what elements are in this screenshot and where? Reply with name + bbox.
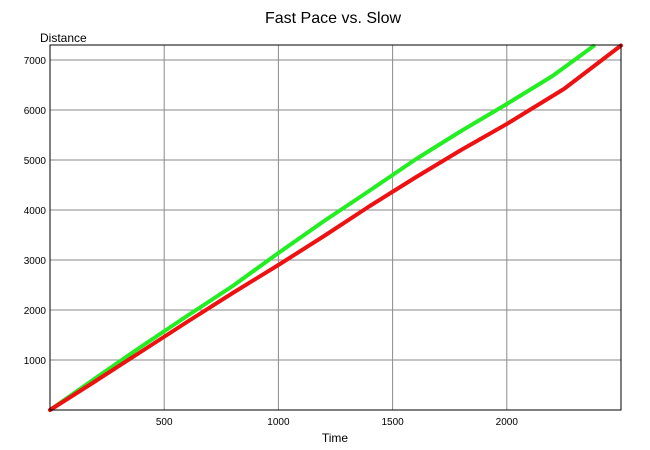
series-2-point [276, 263, 280, 267]
x-axis-label: Time [322, 431, 349, 445]
series-1-point [550, 74, 554, 78]
series-2-point [139, 350, 143, 353]
series-2-point [185, 320, 189, 324]
series-1-point [322, 219, 326, 223]
series-1-point [231, 284, 235, 288]
series-2-point [368, 204, 372, 208]
x-tick-label: 2000 [496, 417, 519, 428]
series-1-point [459, 129, 463, 133]
series-1-point [368, 189, 372, 192]
y-tick-label: 2000 [24, 306, 47, 317]
y-tick-label: 1000 [24, 356, 47, 367]
tick-labels: 500 1000 1500 2000 1000 2000 3000 4000 5000 6000 7… [24, 56, 519, 428]
y-tick-label: 6000 [24, 106, 47, 117]
plot-frame [49, 44, 622, 411]
x-tick-label: 500 [156, 417, 173, 428]
series-2-point [562, 87, 566, 91]
series-1-point [413, 158, 417, 161]
series-1-point [505, 102, 509, 106]
series-2-point [459, 148, 463, 152]
series-2-point [322, 234, 326, 238]
y-tick-label: 5000 [24, 156, 47, 167]
series-lines [48, 43, 623, 412]
series-2-point [505, 122, 509, 126]
series-1-point [185, 314, 189, 318]
x-tick-label: 1000 [267, 417, 290, 428]
chart-title: Fast Pace vs. Slow [265, 10, 401, 27]
x-tick-label: 1500 [381, 417, 404, 428]
series-1-point [276, 251, 280, 255]
series-2-point [94, 379, 98, 383]
y-axis-label: Distance [40, 31, 87, 45]
y-tick-label: 7000 [24, 56, 47, 67]
series-2-point [413, 176, 417, 179]
series-2-point [231, 291, 235, 295]
y-tick-label: 3000 [24, 256, 47, 267]
series-1-point [139, 345, 143, 348]
y-tick-label: 4000 [24, 206, 47, 217]
